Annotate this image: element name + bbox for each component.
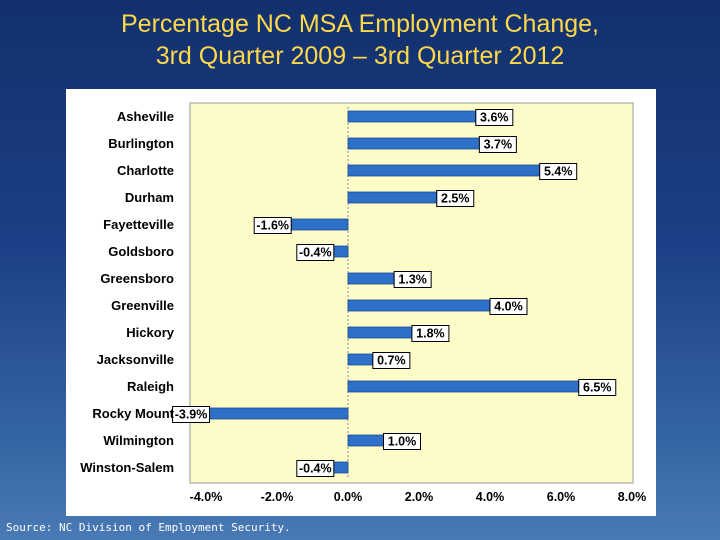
bar [333,461,349,474]
category-label: Durham [125,190,174,205]
x-tick-label: -4.0% [190,490,223,504]
data-label: -0.4% [299,246,332,260]
category-label: Wilmington [103,433,174,448]
category-label: Winston-Salem [80,460,174,475]
data-label: 2.5% [441,192,470,206]
category-label: Charlotte [117,163,174,178]
title-line-1: Percentage NC MSA Employment Change, [120,10,599,38]
data-label: -1.6% [256,219,289,233]
data-label: -3.9% [175,408,208,422]
x-tick-label: 0.0% [334,490,363,504]
category-label: Asheville [117,109,174,124]
category-label: Greenville [111,298,174,313]
category-label: Raleigh [127,379,174,394]
bar [347,326,413,339]
data-label: 5.4% [544,165,573,179]
data-label-box [489,298,528,315]
data-label-box [578,379,617,396]
bar [347,272,395,285]
chart-panel: 3.6% 3.7% 5.4% 2.5% -1.6% -0.4% 1.3% 4.0% 1.8% 0.… [66,89,656,516]
data-label: 1.3% [398,273,427,287]
x-tick-label: 2.0% [405,490,434,504]
data-label-box [253,217,292,234]
data-label-box [296,460,335,477]
bar [209,407,349,420]
category-label: Burlington [108,136,174,151]
data-label: 3.7% [484,138,512,152]
x-tick-label: 4.0% [476,490,505,504]
data-label-box [372,352,411,369]
data-label: 3.6% [480,111,509,125]
x-tick-label: 6.0% [547,490,576,504]
bar [347,137,480,150]
bar [347,434,384,447]
data-label-box [478,136,517,153]
data-label: 1.0% [388,435,417,449]
bar [333,245,349,258]
data-label: 1.8% [416,327,445,341]
data-label: 4.0% [494,300,523,314]
data-label-box [436,190,475,207]
category-label: Goldsboro [108,244,174,259]
x-tick-label: -2.0% [261,490,294,504]
x-tick-label: 8.0% [618,490,647,504]
bar [347,299,491,312]
data-label-box [539,163,578,180]
data-label-box [475,109,514,126]
data-label-box [411,325,450,342]
data-label: -0.4% [299,462,332,476]
x-axis-ticks: -4.0% -2.0% 0.0% 2.0% 4.0% 6.0% 8.0% [190,490,647,504]
data-label-box [172,406,211,423]
category-label: Fayetteville [103,217,174,232]
bar-chart: 3.6% 3.7% 5.4% 2.5% -1.6% -0.4% 1.3% 4.0% 1.8% 0.… [80,102,647,504]
category-label: Greensboro [100,271,174,286]
bar [347,110,477,123]
data-label: 0.7% [377,354,406,368]
bar [347,380,580,393]
category-label: Hickory [126,325,174,340]
bar [347,164,541,177]
data-label-box [296,244,335,261]
category-label: Rocky Mount [92,406,174,421]
data-label-box [383,433,421,450]
bar [290,218,349,231]
bar [347,191,438,204]
bars-layer: 3.6% 3.7% 5.4% 2.5% -1.6% -0.4% 1.3% 4.0% 1.8% 0.… [172,107,617,479]
category-labels: Asheville Burlington Charlotte Durham Fayett… [80,109,175,475]
bar [347,353,374,366]
category-label: Jacksonville [97,352,174,367]
data-label-box [393,271,432,288]
plot-area [189,102,634,484]
title-line-2: 3rd Quarter 2009 – 3rd Quarter 2012 [155,42,565,70]
data-label: 6.5% [583,381,612,395]
slide-title: Percentage NC MSA Employment Change, 3rd… [0,8,720,72]
source-note: Source: NC Division of Employment Securi… [6,521,291,534]
